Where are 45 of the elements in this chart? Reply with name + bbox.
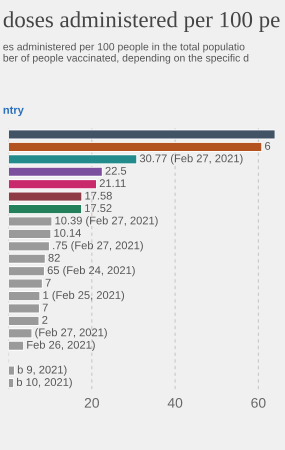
annotation: b 9, 2021) bbox=[18, 365, 67, 376]
annotation: (Feb 27, 2021) bbox=[35, 328, 107, 338]
bar bbox=[8, 304, 40, 314]
bar bbox=[8, 130, 276, 140]
annotation: 6 bbox=[265, 142, 270, 150]
x-tick-label: 20 bbox=[84, 398, 100, 408]
data-label: 22.5 bbox=[106, 166, 126, 175]
chart-subtitle: es administered per 100 people in the total populatio ber of people vaccinated, depending on the specific d bbox=[3, 42, 248, 64]
bar bbox=[8, 278, 43, 288]
bar bbox=[8, 291, 40, 301]
annotation: 1 (Feb 25, 2021) bbox=[43, 290, 124, 302]
annotation: 82 bbox=[48, 254, 60, 262]
bar bbox=[8, 192, 82, 202]
bar bbox=[8, 254, 46, 264]
annotation: b 10, 2021) bbox=[17, 378, 72, 388]
bar bbox=[8, 266, 45, 276]
annotation: 7 bbox=[46, 278, 51, 286]
bar bbox=[8, 154, 138, 164]
bar bbox=[8, 328, 32, 338]
chart-title: doses administered per 100 pe bbox=[4, 11, 280, 32]
data-label: 17.52 bbox=[85, 204, 112, 212]
annotation: 7 bbox=[42, 304, 48, 312]
annotation: 2 bbox=[42, 316, 48, 324]
data-label: 10.39 (Feb 27, 2021) bbox=[55, 216, 158, 227]
bar bbox=[8, 316, 40, 326]
annotation: 65 (Feb 24, 2021) bbox=[48, 266, 135, 276]
data-label: 10.14 bbox=[54, 229, 82, 237]
data-label: 17.58 bbox=[85, 192, 112, 200]
bar bbox=[8, 179, 97, 190]
bar bbox=[8, 366, 15, 376]
bar bbox=[8, 378, 14, 388]
bar bbox=[8, 340, 24, 351]
bar bbox=[8, 142, 262, 152]
data-label: 21.11 bbox=[100, 179, 126, 188]
x-tick-label: 60 bbox=[251, 398, 266, 408]
bar bbox=[8, 229, 52, 239]
bar bbox=[8, 241, 50, 252]
bar bbox=[8, 216, 52, 226]
bar bbox=[8, 166, 103, 177]
text: ntry bbox=[4, 106, 24, 116]
annotation: Feb 26, 2021) bbox=[27, 340, 95, 351]
x-tick-label: 40 bbox=[168, 398, 182, 408]
data-label: 30.77 (Feb 27, 2021) bbox=[140, 154, 243, 164]
annotation: .75 (Feb 27, 2021) bbox=[53, 241, 143, 252]
bar bbox=[8, 204, 82, 214]
